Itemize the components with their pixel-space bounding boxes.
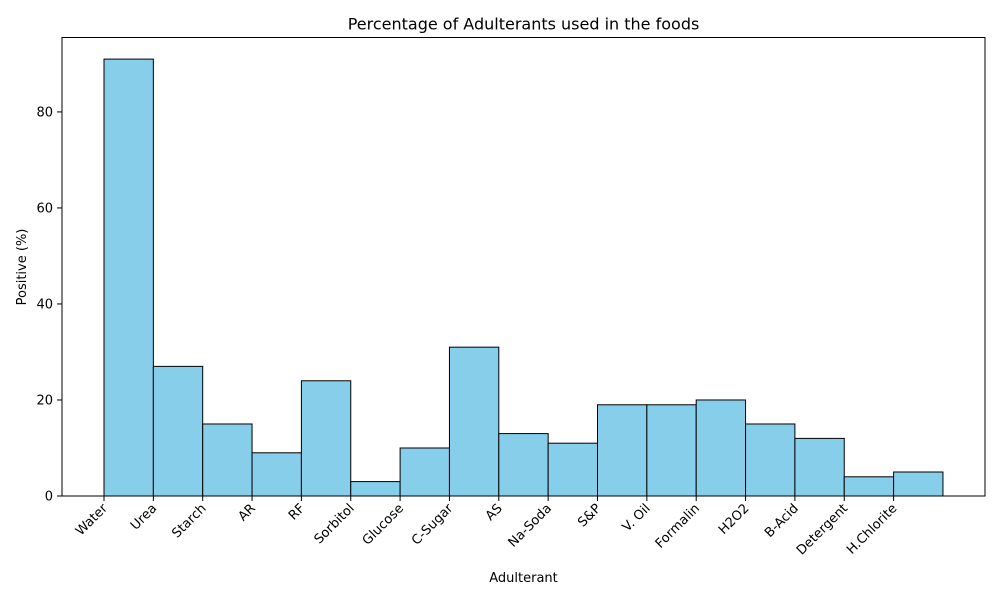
y-tick-label: 80 xyxy=(36,105,53,120)
bar-b-acid xyxy=(794,437,845,497)
bar-urea xyxy=(152,365,204,497)
bar-h-chlorite xyxy=(893,471,944,497)
x-tick-label: Starch xyxy=(169,501,209,541)
bar-formalin xyxy=(695,399,747,497)
x-tick-label: Urea xyxy=(128,501,160,533)
bars-group xyxy=(103,58,944,497)
x-tick-label: V. Oil xyxy=(620,501,654,535)
x-tick-label: AS xyxy=(483,501,506,524)
bar-sorbitol xyxy=(350,481,401,497)
bar-rf xyxy=(300,380,352,497)
bar-v-oil xyxy=(646,404,697,497)
x-tick-label: Glucose xyxy=(360,501,407,548)
x-tick-label: Detergent xyxy=(794,501,851,558)
x-tick-label: Sorbitol xyxy=(312,501,358,547)
bar-c-sugar xyxy=(448,346,500,497)
bar-as xyxy=(498,433,549,497)
chart-title: Percentage of Adulterants used in the fo… xyxy=(348,15,700,34)
y-axis: 0 20 40 60 80 xyxy=(36,105,62,505)
y-tick-label: 0 xyxy=(45,490,53,505)
bar-starch xyxy=(202,423,253,497)
y-tick-label: 60 xyxy=(36,201,53,216)
x-tick-label: RF xyxy=(286,501,308,523)
bar-s-p xyxy=(597,404,648,497)
plot-frame xyxy=(61,37,986,497)
bar-water xyxy=(103,58,154,497)
bar-glucose xyxy=(399,447,450,497)
bar-na-soda xyxy=(547,442,599,497)
x-axis: Water Urea Starch AR RF Sorbitol Glucose C-Suga… xyxy=(73,496,900,558)
y-tick-label: 40 xyxy=(36,297,53,312)
bar-ar xyxy=(251,452,302,497)
x-tick-label: H.Chlorite xyxy=(844,501,900,557)
x-tick-label: H2O2 xyxy=(716,501,752,537)
y-axis-label: Positive (%) xyxy=(15,229,30,306)
bar-h2o2 xyxy=(745,423,796,497)
bar-detergent xyxy=(843,476,895,497)
x-tick-label: AR xyxy=(236,501,259,524)
x-tick-label: Water xyxy=(73,501,111,539)
x-tick-label: B-Acid xyxy=(762,501,802,541)
x-tick-label: Formalin xyxy=(653,501,703,551)
x-axis-label: Adulterant xyxy=(489,571,558,586)
x-tick-label: C-Sugar xyxy=(409,501,457,549)
x-tick-label: S&P xyxy=(575,501,604,530)
y-tick-label: 20 xyxy=(36,393,53,408)
x-tick-label: Na-Soda xyxy=(506,501,555,550)
